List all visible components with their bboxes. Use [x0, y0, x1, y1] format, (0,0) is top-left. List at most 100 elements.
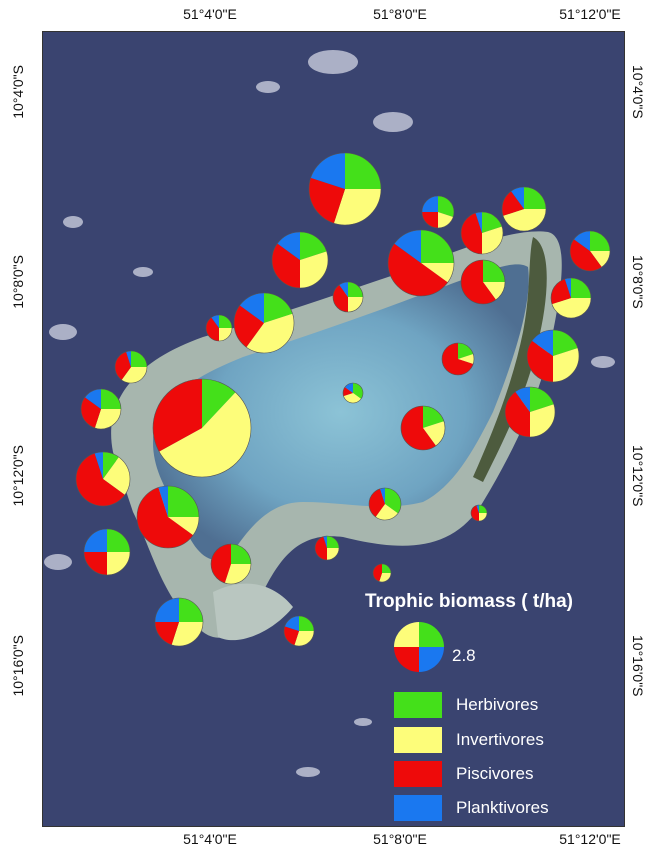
pie-slice — [239, 293, 264, 323]
pie-slice — [179, 598, 203, 622]
pie-slice — [505, 391, 530, 437]
pie-slice — [571, 278, 591, 298]
pie-slice — [327, 548, 339, 560]
pie-slice — [107, 529, 130, 552]
pie-marker — [233, 292, 295, 354]
pie-slice — [300, 232, 327, 260]
pie-outline — [460, 211, 504, 255]
legend-item-planktivores: Planktivores — [394, 795, 549, 821]
pie-slice — [277, 232, 300, 260]
pie-marker — [504, 386, 556, 438]
legend-item-piscivores: Piscivores — [394, 761, 533, 787]
pie-slice — [114, 351, 131, 380]
pie-slice — [458, 354, 475, 364]
pie-slice — [155, 598, 179, 622]
pie-slice — [310, 153, 345, 189]
pie-outline — [210, 543, 252, 585]
pie-slice — [438, 212, 454, 228]
left-lat-tick-3: 10°12'0"S — [10, 445, 26, 507]
pie-outline — [504, 386, 556, 438]
pie-marker — [114, 350, 148, 384]
pie-slice — [155, 622, 179, 645]
legend-size-pie — [394, 622, 444, 672]
pie-slice — [272, 243, 300, 288]
pie-slice — [159, 392, 252, 478]
pie-slice — [461, 213, 482, 254]
pie-marker — [80, 388, 122, 430]
island-south — [213, 583, 293, 641]
pie-outline — [387, 229, 455, 297]
pie-slice — [531, 330, 553, 356]
pie-marker — [460, 259, 506, 305]
pie-slice — [475, 212, 482, 233]
pie-slice — [483, 260, 505, 282]
pie-slice — [224, 564, 251, 584]
pie-outline — [233, 292, 295, 354]
pie-slice — [81, 397, 101, 429]
right-lat-tick-2: 10°8'0"S — [630, 255, 646, 309]
pie-slice — [422, 212, 438, 228]
pie-slice — [84, 552, 107, 575]
pie-slice — [422, 196, 438, 212]
pie-slice — [168, 486, 199, 517]
pie-marker — [460, 211, 504, 255]
pie-slice — [344, 383, 353, 393]
pie-slice — [368, 488, 385, 517]
top-lon-tick-3: 51°12'0"E — [559, 6, 621, 22]
pie-marker — [283, 615, 315, 647]
pie-slice — [482, 226, 503, 254]
pie-slice — [590, 231, 610, 251]
pie-slice — [294, 631, 314, 646]
pie-slice — [219, 328, 232, 341]
map-canvas — [43, 32, 624, 826]
pie-slice — [470, 505, 479, 521]
pie-slice — [299, 616, 314, 631]
top-lon-tick-1: 51°4'0"E — [183, 6, 237, 22]
pie-slice — [264, 293, 293, 323]
pie-slice — [246, 313, 294, 353]
pie-slice — [423, 405, 444, 428]
left-lat-tick-4: 10°16'0"S — [10, 635, 26, 697]
pie-marker — [569, 230, 611, 272]
pie-slice — [479, 505, 487, 513]
pie-slice — [327, 536, 339, 548]
pie-marker — [501, 186, 547, 232]
legend-item-herbivores: Herbivores — [394, 692, 538, 718]
pie-marker — [75, 451, 131, 507]
pie-slice — [158, 486, 168, 517]
pie-marker — [368, 487, 402, 521]
pie-slice — [211, 315, 219, 328]
pie-slice — [570, 239, 602, 271]
pie-slice — [343, 387, 353, 397]
pie-outline — [283, 615, 315, 647]
pie-slice — [76, 453, 125, 506]
pie-slice — [231, 544, 251, 564]
pie-outline — [460, 259, 506, 305]
bottom-lon-tick-3: 51°12'0"E — [559, 831, 621, 847]
pie-slice — [380, 488, 385, 504]
pie-slice — [373, 564, 382, 582]
pie-outline — [368, 487, 402, 521]
pie-marker — [387, 229, 455, 297]
pie-slice — [300, 251, 328, 288]
pie-outline — [308, 152, 382, 226]
top-lon-tick-2: 51°8'0"E — [373, 6, 427, 22]
pie-outline — [501, 186, 547, 232]
right-lat-tick-4: 10°16'0"S — [630, 635, 646, 697]
pie-slice — [375, 504, 398, 520]
pie-slice — [551, 278, 571, 305]
pie-slice — [94, 452, 103, 479]
pie-slice — [515, 387, 530, 412]
pie-marker — [152, 378, 252, 478]
pie-slice — [385, 488, 401, 514]
legend-label-planktivores: Planktivores — [456, 798, 549, 817]
pie-slice — [551, 298, 591, 318]
pie-slice — [103, 452, 119, 479]
pie-slice — [219, 315, 232, 328]
piscivores-swatch — [394, 761, 442, 787]
pie-slice — [211, 544, 231, 584]
pie-outline — [114, 350, 148, 384]
pie-marker — [205, 314, 233, 342]
pie-slice — [421, 263, 454, 283]
planktivores-swatch — [394, 795, 442, 821]
